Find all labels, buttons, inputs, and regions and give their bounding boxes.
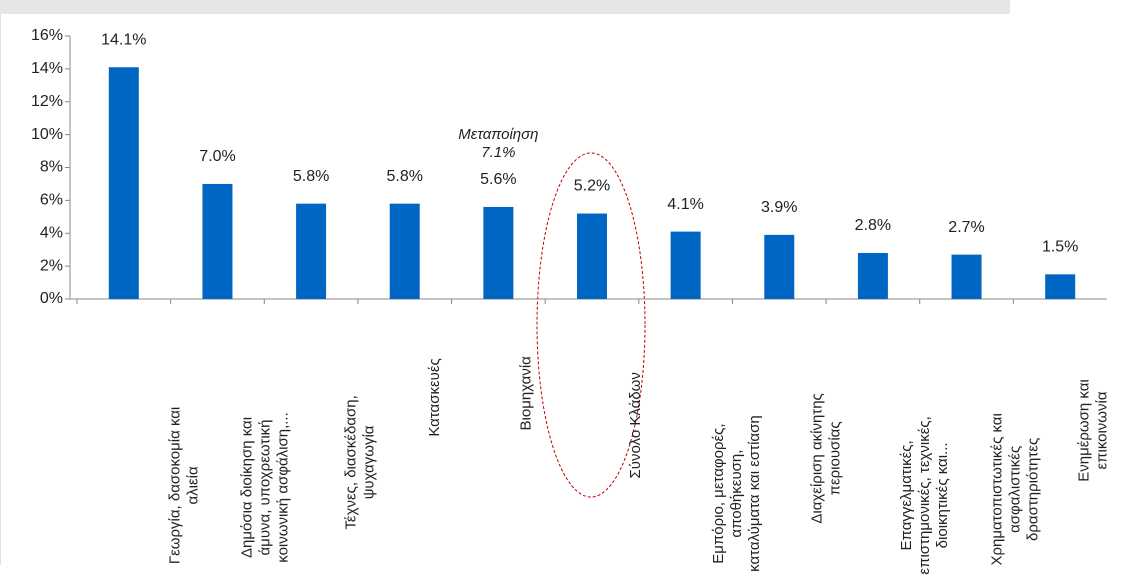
bar [764,234,795,299]
value-label: 1.5% [1042,239,1078,256]
y-tick-label: 2% [40,257,63,274]
value-label: 2.8% [855,217,891,234]
value-label: 2.7% [948,219,984,236]
x-tick-label: Ενημέρωση και επικοινωνία [1075,379,1111,482]
bar [389,203,420,299]
x-tick-label: Βιομηχανία [517,356,535,431]
value-label: 4.1% [667,196,703,213]
x-tick-label: Χρηματοπιστωτικές και ασφαλιστικές δραστ… [988,413,1042,566]
y-tick-label: 12% [31,93,63,110]
value-label: 14.1% [101,31,146,48]
y-tick-label: 8% [40,159,63,176]
x-tick-label: Γεωργία, δασοκομία και αλιεία [166,406,202,565]
x-tick-label: Τέχνες, διασκέδαση, ψυχαγωγία [342,395,378,530]
x-tick-label: Δημόσια διοίκηση και άμυνα, υποχρεωτική … [238,412,292,563]
bar [108,67,139,299]
y-tick-label: 0% [40,290,63,307]
bar [670,231,701,299]
annotation: Μεταποίηση 7.1% [458,126,539,161]
bar [483,206,514,299]
value-label: 5.8% [386,168,422,185]
bar [857,252,888,299]
header-band [0,0,1010,14]
value-label: 5.2% [574,178,610,195]
x-tick-label: Επαγγελματικές, επιστημονικές, τεχνικές,… [898,416,952,575]
bar [296,203,327,299]
bar [202,183,233,299]
x-tick-label: Εμπόριο, μεταφορές, αποθήκευση, καταλύμα… [709,415,763,572]
x-tick-label: Σύνολο Κλάδων [627,372,645,479]
x-tick-label: Κατασκευές [425,358,443,437]
bar [1045,274,1076,299]
y-tick-label: 14% [31,60,63,77]
highlight-ellipse [536,152,646,498]
bar [951,254,982,299]
value-label: 5.8% [293,168,329,185]
y-tick-label: 16% [31,27,63,44]
y-tick-label: 10% [31,126,63,143]
y-tick-label: 6% [40,192,63,209]
x-tick-label: Διαχείριση ακίνητης περιουσίας [808,393,844,524]
value-label: 5.6% [480,171,516,188]
bar [577,213,607,299]
value-label: 7.0% [199,148,235,165]
y-tick-label: 4% [40,224,63,241]
value-label: 3.9% [761,199,797,216]
